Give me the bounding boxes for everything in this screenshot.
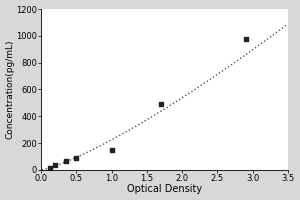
Point — [243, 38, 248, 41]
Point — [48, 166, 53, 169]
Point — [74, 156, 79, 159]
Point — [53, 163, 58, 166]
Y-axis label: Concentration(pg/mL): Concentration(pg/mL) — [6, 40, 15, 139]
Point — [158, 103, 163, 106]
X-axis label: Optical Density: Optical Density — [127, 184, 202, 194]
Point — [63, 160, 68, 163]
Point — [109, 148, 114, 151]
